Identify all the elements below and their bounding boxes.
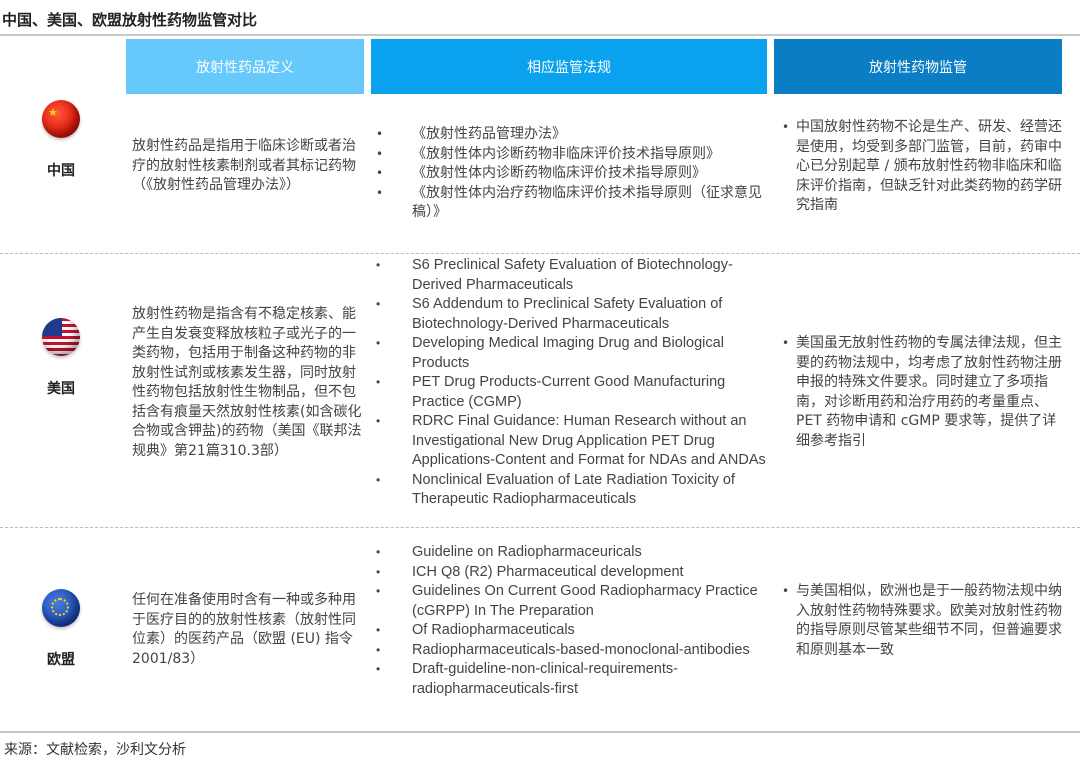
law-item: S6 Preclinical Safety Evaluation of Biot… <box>376 256 771 295</box>
country-china: ★ 中国 <box>0 100 122 180</box>
supervision-item: 与美国相似，欧洲也是于一般药物法规中纳入放射性药物特殊要求。欧美对放射性药物的指… <box>780 582 1065 660</box>
law-item: PET Drug Products-Current Good Manufactu… <box>376 373 771 412</box>
law-item: Developing Medical Imaging Drug and Biol… <box>376 334 771 373</box>
country-name: 欧盟 <box>47 652 75 668</box>
page-title: 中国、美国、欧盟放射性药物监管对比 <box>2 11 258 29</box>
china-flag-icon: ★ <box>42 100 80 138</box>
supervision-item: 中国放射性药物不论是生产、研发、经营还是使用，均受到多部门监管，目前，药审中心已… <box>780 118 1065 216</box>
law-item: ICH Q8 (R2) Pharmaceutical development <box>376 563 771 583</box>
eu-flag-icon <box>42 589 80 627</box>
law-item: 《放射性药品管理办法》 <box>376 125 771 145</box>
country-eu: 欧盟 <box>0 589 122 669</box>
divider <box>0 731 1080 733</box>
definition-eu: 任何在准备使用时含有一种或多种用于医疗目的的放射性核素（放射性同位素）的医药产品… <box>132 592 356 667</box>
law-item: 《放射性体内诊断药物非临床评价技术指导原则》 <box>376 145 771 165</box>
supervision-item: 美国虽无放射性药物的专属法律法规，但主要的药物法规中，均考虑了放射性药物注册申报… <box>780 334 1065 451</box>
country-name: 中国 <box>47 163 75 179</box>
usa-flag-icon <box>42 318 80 356</box>
law-item: RDRC Final Guidance: Human Research with… <box>376 412 771 471</box>
header-regulations: 相应监管法规 <box>371 39 767 94</box>
law-item: 《放射性体内治疗药物临床评价技术指导原则（征求意见稿）》 <box>376 184 771 223</box>
law-item: S6 Addendum to Preclinical Safety Evalua… <box>376 295 771 334</box>
laws-usa: S6 Preclinical Safety Evaluation of Biot… <box>376 256 771 510</box>
divider <box>0 34 1080 36</box>
definition-usa: 放射性药物是指含有不稳定核素、能产生自发衰变释放核粒子或光子的一类药物，包括用于… <box>132 306 362 459</box>
row-divider <box>0 527 1080 528</box>
law-item: 《放射性体内诊断药物临床评价技术指导原则》 <box>376 164 771 184</box>
laws-eu: Guideline on Radiopharmaceuricals ICH Q8… <box>376 543 771 699</box>
header-definition: 放射性药品定义 <box>126 39 364 94</box>
law-item: Radiopharmaceuticals-based-monoclonal-an… <box>376 641 771 661</box>
law-item: Draft-guideline-non-clinical-requirement… <box>376 660 771 699</box>
supervision-china: 中国放射性药物不论是生产、研发、经营还是使用，均受到多部门监管，目前，药审中心已… <box>780 118 1065 216</box>
law-item: Guidelines On Current Good Radiopharmacy… <box>376 582 771 621</box>
laws-china: 《放射性药品管理办法》 《放射性体内诊断药物非临床评价技术指导原则》 《放射性体… <box>376 125 771 223</box>
law-item: Nonclinical Evaluation of Late Radiation… <box>376 471 771 510</box>
definition-china: 放射性药品是指用于临床诊断或者治疗的放射性核素制剂或者其标记药物（《放射性药品管… <box>132 138 356 193</box>
header-supervision: 放射性药物监管 <box>774 39 1062 94</box>
country-usa: 美国 <box>0 318 122 398</box>
source-note: 来源：文献检索，沙利文分析 <box>4 742 186 758</box>
supervision-eu: 与美国相似，欧洲也是于一般药物法规中纳入放射性药物特殊要求。欧美对放射性药物的指… <box>780 582 1065 660</box>
supervision-usa: 美国虽无放射性药物的专属法律法规，但主要的药物法规中，均考虑了放射性药物注册申报… <box>780 334 1065 451</box>
country-name: 美国 <box>47 381 75 397</box>
row-divider <box>0 253 1080 254</box>
law-item: Guideline on Radiopharmaceuricals <box>376 543 771 563</box>
law-item: Of Radiopharmaceuticals <box>376 621 771 641</box>
